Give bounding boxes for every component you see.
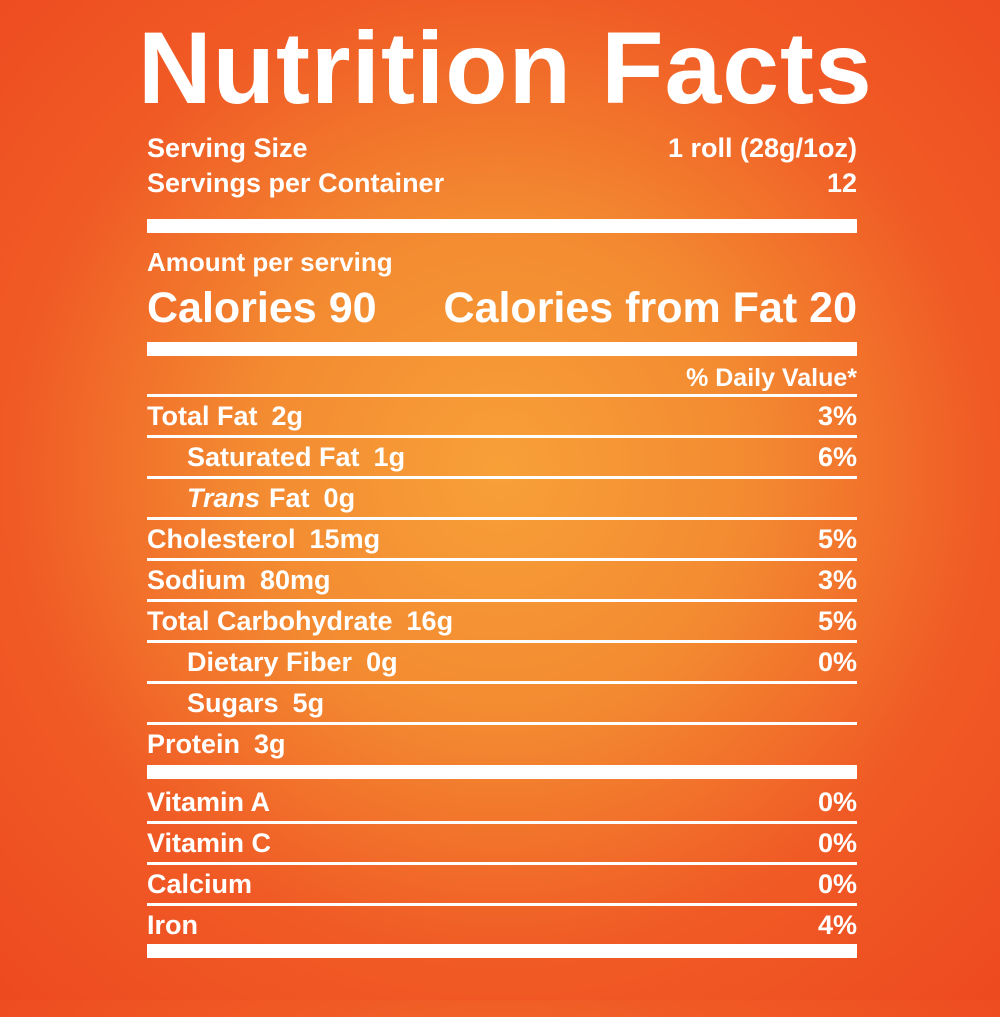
vitamin-mineral-row-daily-value: 0%	[817, 828, 857, 858]
calories-from-fat-value: 20	[809, 284, 857, 332]
nutrient-row-name: Total Fat	[147, 401, 258, 431]
calories-value: 90	[328, 284, 377, 332]
nutrient-row-amount: 2g	[271, 401, 304, 431]
nutrient-row-name: Protein	[147, 729, 241, 759]
nutrient-row-name: Saturated Fat	[187, 442, 360, 472]
vitamin-mineral-row: Vitamin A 0%	[147, 783, 857, 824]
nutrition-facts-label: Nutrition Facts Serving Size 1 roll (28g…	[138, 17, 872, 958]
thick-divider	[147, 342, 857, 356]
serving-size-label: Serving Size	[147, 133, 308, 163]
vitamin-mineral-row: Vitamin C 0%	[147, 824, 857, 865]
vitamin-mineral-row-name: Calcium	[147, 869, 253, 899]
nutrient-row-name-italic: Trans	[187, 483, 261, 513]
nutrient-row: Trans Fat 0g	[147, 479, 857, 520]
calories-row: Calories 90 Calories from Fat 20	[147, 285, 857, 331]
vitamin-mineral-row-name: Iron	[147, 910, 198, 940]
daily-value-header: % Daily Value*	[147, 362, 857, 397]
calories-group: Calories 90	[147, 285, 377, 331]
vitamin-mineral-row-name: Vitamin A	[147, 787, 271, 817]
nutrient-row: Protein 3g	[147, 725, 857, 763]
nutrient-row-amount: 1g	[373, 442, 406, 472]
label-title: Nutrition Facts	[138, 11, 873, 125]
thick-divider	[147, 219, 857, 233]
vitamin-mineral-row-daily-value: 4%	[817, 910, 857, 940]
nutrient-row-name: Cholesterol	[147, 524, 296, 554]
nutrient-row: Total Carbohydrate 16g 5%	[147, 602, 857, 643]
nutrient-row-name: Sodium	[147, 565, 246, 595]
nutrient-row-daily-value: 5%	[817, 606, 857, 636]
nutrient-row-name: Dietary Fiber	[187, 647, 353, 677]
nutrient-row-daily-value: 3%	[817, 565, 857, 595]
vitamin-mineral-row-daily-value: 0%	[817, 869, 857, 899]
nutrient-row-amount: 5g	[292, 688, 325, 718]
serving-section: Serving Size 1 roll (28g/1oz) Servings p…	[147, 131, 857, 201]
calories-label: Calories	[147, 284, 317, 332]
servings-per-container-value: 12	[826, 168, 857, 198]
nutrient-row-name: Total Carbohydrate	[147, 606, 393, 636]
nutrient-row-amount: 0g	[323, 483, 356, 513]
nutrient-row-daily-value: 5%	[817, 524, 857, 554]
nutrients-table: Total Fat 2g 3% Saturated Fat 1g 6% Trans Fat 0g…	[147, 397, 857, 763]
vitamin-mineral-row-name: Vitamin C	[147, 828, 272, 858]
nutrient-row: Total Fat 2g 3%	[147, 397, 857, 438]
nutrient-row-amount: 15mg	[309, 524, 381, 554]
servings-per-container-row: Servings per Container 12	[147, 166, 857, 201]
nutrient-row-name: Trans Fat	[187, 483, 310, 513]
nutrient-row-amount: 80mg	[260, 565, 331, 595]
nutrient-row-amount: 16g	[406, 606, 454, 636]
nutrient-row-amount: 3g	[254, 729, 286, 759]
amount-per-serving-label: Amount per serving	[147, 247, 393, 277]
servings-per-container-label: Servings per Container	[147, 168, 445, 198]
thick-divider	[147, 765, 857, 779]
nutrient-row: Saturated Fat 1g 6%	[147, 438, 857, 479]
nutrient-row-daily-value: 6%	[817, 442, 857, 472]
calories-from-fat-label: Calories from Fat	[443, 284, 798, 332]
thick-divider	[147, 944, 857, 958]
serving-size-row: Serving Size 1 roll (28g/1oz)	[147, 131, 857, 166]
nutrient-row: Sugars 5g	[147, 684, 857, 725]
calories-from-fat-group: Calories from Fat 20	[444, 285, 857, 331]
nutrient-row: Dietary Fiber 0g 0%	[147, 643, 857, 684]
nutrient-row-amount: 0g	[366, 647, 398, 677]
nutrient-row-name: Sugars	[187, 688, 279, 718]
nutrient-row-daily-value: 0%	[817, 647, 857, 677]
vitamins-minerals-table: Vitamin A 0% Vitamin C 0% Calcium 0% Iron 4%	[147, 783, 857, 944]
vitamin-mineral-row: Iron 4%	[147, 906, 857, 944]
nutrient-row: Sodium 80mg 3%	[147, 561, 857, 602]
vitamin-mineral-row: Calcium 0%	[147, 865, 857, 906]
nutrient-row-daily-value: 3%	[817, 401, 857, 431]
nutrient-row: Cholesterol 15mg 5%	[147, 520, 857, 561]
serving-size-value: 1 roll (28g/1oz)	[667, 133, 857, 163]
vitamin-mineral-row-daily-value: 0%	[817, 787, 857, 817]
